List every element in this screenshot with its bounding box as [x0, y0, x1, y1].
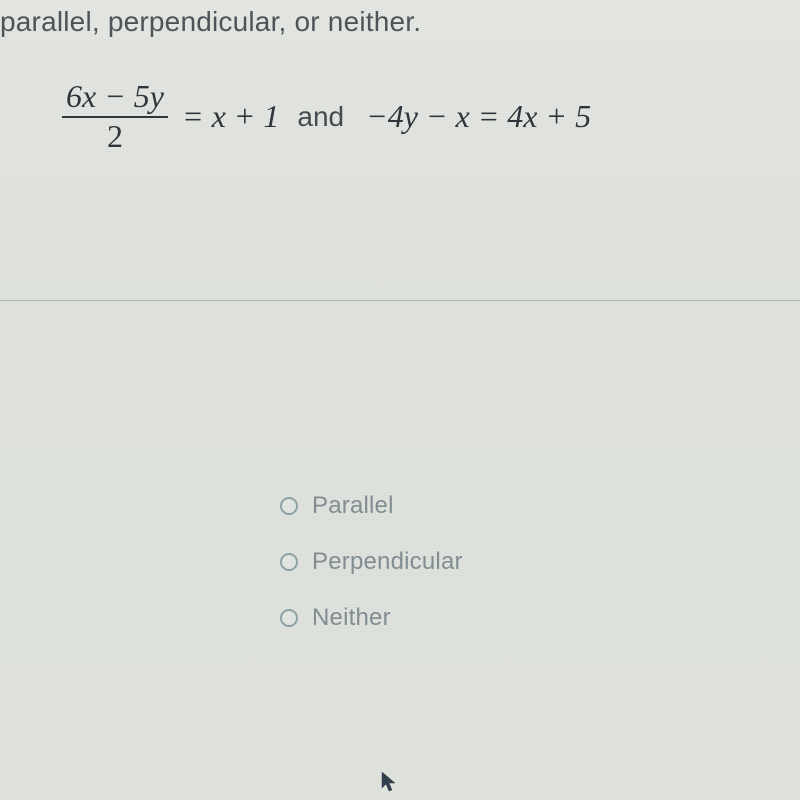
- option-label: Parallel: [312, 492, 394, 520]
- option-parallel[interactable]: Parallel: [280, 492, 463, 520]
- option-perpendicular[interactable]: Perpendicular: [280, 548, 463, 576]
- eq1-numerator: 6x − 5y: [62, 80, 168, 116]
- mouse-cursor-icon: [380, 770, 398, 794]
- question-prompt: parallel, perpendicular, or neither.: [0, 6, 421, 38]
- worksheet-page: parallel, perpendicular, or neither. 6x …: [0, 0, 800, 800]
- answer-options: Parallel Perpendicular Neither: [280, 492, 463, 632]
- eq1-rhs: = x + 1: [182, 98, 279, 135]
- radio-icon: [280, 609, 298, 627]
- radio-icon: [280, 497, 298, 515]
- equation-row: 6x − 5y 2 = x + 1 and −4y − x = 4x + 5: [62, 80, 591, 153]
- option-label: Neither: [312, 604, 391, 632]
- equation-joiner: and: [297, 101, 344, 133]
- equation-2: −4y − x = 4x + 5: [366, 98, 591, 135]
- equation-1-fraction: 6x − 5y 2: [62, 80, 168, 153]
- option-label: Perpendicular: [312, 548, 463, 576]
- section-divider: [0, 300, 800, 301]
- radio-icon: [280, 553, 298, 571]
- eq1-denominator: 2: [107, 118, 123, 154]
- option-neither[interactable]: Neither: [280, 604, 463, 632]
